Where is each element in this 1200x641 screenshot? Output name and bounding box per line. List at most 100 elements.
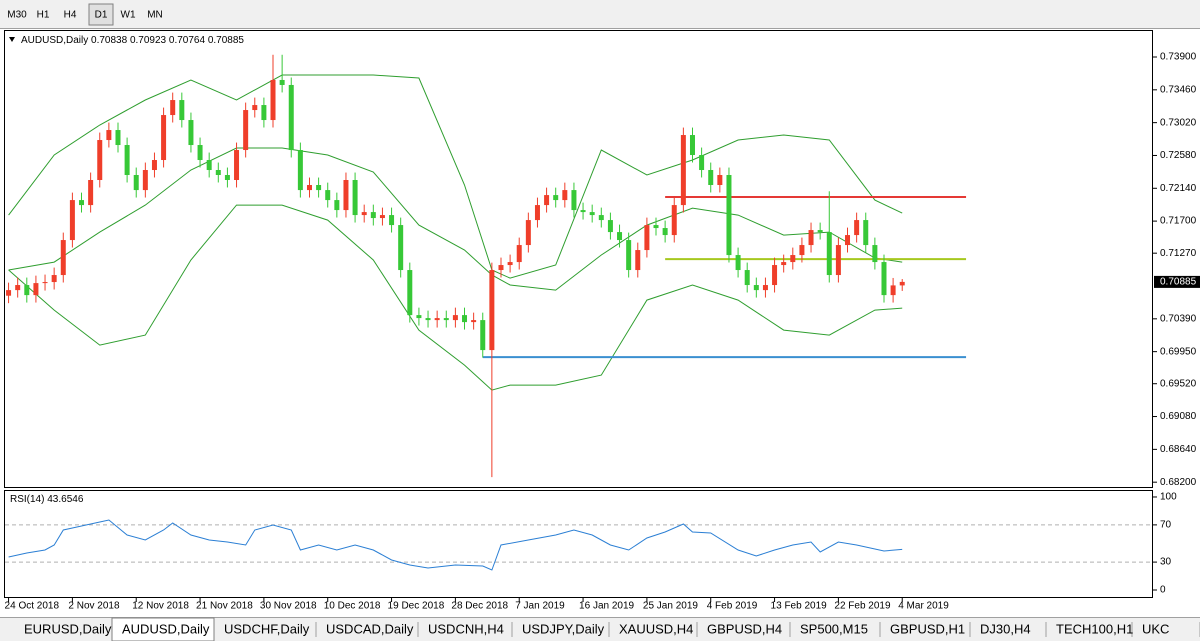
y-tick-label: 0.73460 bbox=[1160, 84, 1197, 95]
y-tick-label: 0.73900 bbox=[1160, 52, 1197, 63]
rsi-title: RSI(14) bbox=[10, 494, 44, 505]
x-tick-label: 22 Feb 2019 bbox=[834, 601, 891, 612]
candle-body bbox=[316, 185, 322, 191]
x-tick-label: 21 Nov 2018 bbox=[196, 601, 253, 612]
tab[interactable]: DJ30,H4 bbox=[980, 621, 1031, 636]
timeframe-button[interactable]: D1 bbox=[95, 10, 108, 21]
x-tick-label: 13 Feb 2019 bbox=[771, 601, 828, 612]
candle-body bbox=[115, 130, 121, 146]
tab[interactable]: USDCHF,Daily bbox=[224, 621, 310, 636]
tab[interactable]: USDCAD,Daily bbox=[326, 621, 414, 636]
x-tick-label: 25 Jan 2019 bbox=[643, 601, 698, 612]
current-price: 0.70885 bbox=[1160, 277, 1197, 288]
candle-body bbox=[179, 100, 185, 121]
x-tick-label: 30 Nov 2018 bbox=[260, 601, 317, 612]
timeframe-button[interactable]: H1 bbox=[37, 10, 50, 21]
candle-body bbox=[297, 150, 303, 191]
tab[interactable]: USDCNH,H4 bbox=[428, 621, 504, 636]
x-tick-label: 4 Mar 2019 bbox=[898, 601, 949, 612]
candle-body bbox=[197, 145, 203, 161]
candle-body bbox=[69, 200, 75, 241]
tab[interactable]: TECH100,H1 bbox=[1056, 621, 1133, 636]
candle-body bbox=[744, 270, 750, 286]
candle-body bbox=[352, 180, 358, 216]
candle-body bbox=[689, 135, 695, 156]
candle-body bbox=[617, 232, 623, 241]
timeframe-button[interactable]: W1 bbox=[121, 10, 136, 21]
x-tick-label: 10 Dec 2018 bbox=[324, 601, 381, 612]
main-panel bbox=[4, 30, 1153, 488]
candle-body bbox=[598, 215, 604, 221]
candle-body bbox=[553, 195, 559, 201]
timeframe-pressed bbox=[88, 3, 114, 26]
candle-body bbox=[407, 270, 413, 316]
toolbar-bg bbox=[0, 0, 1200, 29]
x-tick-label: 2 Nov 2018 bbox=[68, 601, 120, 612]
tab[interactable]: AUDUSD,Daily bbox=[122, 621, 210, 636]
y-tick-label: 0.69080 bbox=[1160, 411, 1197, 422]
candle-body bbox=[799, 245, 805, 256]
candle-body bbox=[288, 84, 294, 151]
candle-body bbox=[252, 105, 258, 111]
candle-body bbox=[726, 175, 732, 256]
tab[interactable]: USDJPY,Daily bbox=[522, 621, 605, 636]
candle-body bbox=[224, 175, 230, 181]
tab[interactable]: XAUUSD,H4 bbox=[619, 621, 693, 636]
timeframe-button[interactable]: MN bbox=[147, 10, 163, 21]
candle-body bbox=[215, 170, 221, 176]
tab-active bbox=[111, 617, 215, 641]
candle-body bbox=[88, 180, 94, 206]
candle-body bbox=[544, 195, 550, 206]
y-tick-label: 100 bbox=[1160, 492, 1177, 503]
tab[interactable]: GBPUSD,H1 bbox=[890, 621, 965, 636]
candle-body bbox=[872, 245, 878, 263]
candle-body bbox=[188, 120, 194, 146]
candle-body bbox=[170, 100, 176, 116]
candle-body bbox=[589, 212, 595, 216]
symbol: AUDUSD,Daily bbox=[21, 35, 88, 46]
y-tick-label: 0.70390 bbox=[1160, 313, 1197, 324]
candle-body bbox=[389, 215, 395, 226]
candle-body bbox=[662, 228, 668, 236]
x-tick-label: 12 Nov 2018 bbox=[132, 601, 189, 612]
tab[interactable]: GBPUSD,H4 bbox=[707, 621, 782, 636]
candle-body bbox=[635, 250, 641, 271]
candle-body bbox=[507, 262, 513, 266]
x-tick-label: 7 Jan 2019 bbox=[515, 601, 565, 612]
candle-body bbox=[671, 205, 677, 236]
candle-body bbox=[142, 170, 148, 191]
timeframe-button[interactable]: M30 bbox=[7, 10, 27, 21]
tab[interactable]: SP500,M15 bbox=[800, 621, 868, 636]
candle-body bbox=[306, 185, 312, 191]
candle-body bbox=[863, 220, 869, 246]
y-tick-label: 0.69950 bbox=[1160, 346, 1197, 357]
candle-body bbox=[735, 255, 741, 271]
close-price: 0.70885 bbox=[208, 35, 245, 46]
y-tick-label: 30 bbox=[1160, 557, 1172, 568]
candle-body bbox=[379, 215, 385, 219]
x-tick-label: 16 Jan 2019 bbox=[579, 601, 634, 612]
candle-body bbox=[151, 160, 157, 171]
candle-body bbox=[124, 145, 130, 176]
candle-body bbox=[106, 130, 112, 141]
rsi-line bbox=[8, 519, 903, 571]
candle-body bbox=[881, 262, 887, 296]
collapse-arrow[interactable] bbox=[9, 37, 15, 42]
candle-body bbox=[471, 320, 477, 323]
candle-body bbox=[480, 320, 486, 351]
y-tick-label: 0.72580 bbox=[1160, 150, 1197, 161]
candle-body bbox=[835, 245, 841, 276]
tab[interactable]: UKC bbox=[1142, 621, 1169, 636]
candle-body bbox=[334, 200, 340, 211]
x-tick-label: 19 Dec 2018 bbox=[388, 601, 445, 612]
timeframe-button[interactable]: H4 bbox=[64, 10, 77, 21]
candle-body bbox=[534, 205, 540, 221]
candle-body bbox=[60, 240, 66, 276]
candle-body bbox=[133, 175, 139, 191]
candle-body bbox=[425, 318, 431, 321]
rsi-header: RSI(14) 43.6546 bbox=[10, 494, 84, 505]
tab[interactable]: EURUSD,Daily bbox=[24, 621, 112, 636]
candle-body bbox=[243, 110, 249, 151]
candle-body bbox=[516, 245, 522, 263]
